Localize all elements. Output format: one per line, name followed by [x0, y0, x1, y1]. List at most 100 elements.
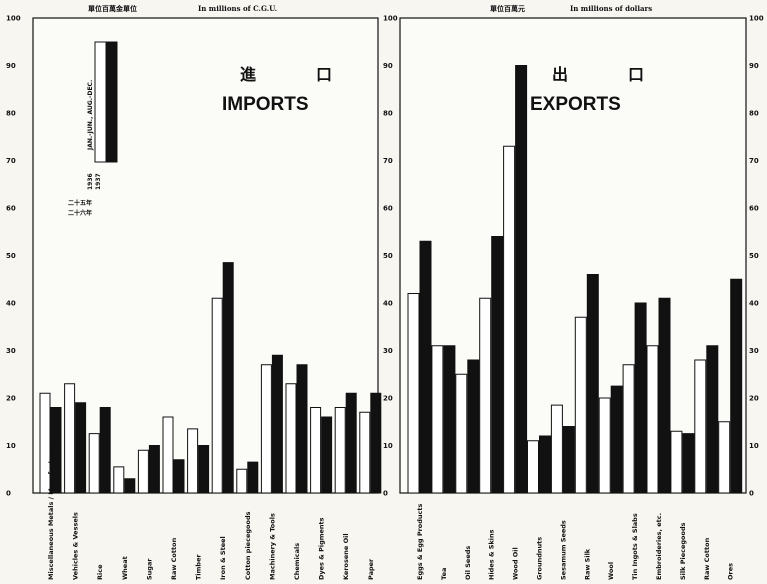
- bar-1937-imports-13: [370, 392, 382, 494]
- exports-category-label: Eggs & Egg Products: [416, 504, 424, 580]
- bar-1936-exports-6: [550, 404, 563, 494]
- exports-y-right-tick-label: 60: [749, 205, 759, 213]
- bar-1936-exports-13: [718, 421, 731, 494]
- imports-category-label: Chemicals: [293, 543, 301, 580]
- imports-category-label: Cotton piecegoods: [244, 511, 252, 580]
- imports-category-label: Vehicles & Vessels: [72, 512, 80, 580]
- exports-category-label: Groundnuts: [536, 537, 544, 580]
- imports-y-tick-label: 20: [6, 395, 16, 403]
- bar-1937-imports-4: [148, 445, 160, 494]
- bar-1936-imports-4: [137, 449, 149, 494]
- exports-y-left-tick-label: 0: [383, 490, 388, 498]
- bar-1937-exports-7: [586, 274, 599, 494]
- bar-1936-exports-12: [694, 359, 707, 494]
- exports-y-right-tick-label: 100: [749, 15, 764, 23]
- bar-1937-exports-12: [706, 345, 719, 494]
- exports-category-label: Hides & Skins: [488, 529, 496, 580]
- exports-y-left-tick-label: 50: [383, 252, 393, 260]
- bar-1937-exports-4: [515, 65, 528, 494]
- bar-1936-imports-7: [211, 297, 223, 494]
- bar-1937-imports-0: [50, 407, 62, 494]
- imports-category-label: Rice: [96, 564, 104, 580]
- imports-category-label: Raw Cotton: [170, 537, 178, 580]
- exports-category-label: Wood Oil: [512, 547, 520, 580]
- bar-1936-exports-1: [431, 345, 444, 494]
- imports-category-label: Kerosene Oil: [342, 533, 350, 580]
- exports-y-right-tick-label: 40: [749, 300, 759, 308]
- exports-y-right-tick-label: 50: [749, 252, 759, 260]
- exports-category-label: Tea: [440, 568, 448, 580]
- exports-unit-note: In millions of dollars: [570, 4, 652, 13]
- exports-y-left-tick-label: 10: [383, 442, 393, 450]
- exports-category-label: Tin Ingots & Slabs: [631, 513, 639, 580]
- imports-unit-note: In millions of C.G.U.: [198, 4, 277, 13]
- exports-category-label: Embroideries, etc.: [655, 513, 663, 580]
- imports-y-tick-label: 40: [6, 300, 16, 308]
- exports-y-right-tick-label: 10: [749, 442, 759, 450]
- exports-panel: 單位百萬元 In millions of dollars 出 口 EXPORTS…: [383, 4, 764, 580]
- imports-y-tick-label: 70: [6, 157, 16, 165]
- bar-1937-exports-9: [634, 302, 647, 494]
- imports-y-tick-label: 80: [6, 110, 16, 118]
- bar-1937-imports-11: [321, 416, 333, 494]
- exports-y-right-tick-label: 80: [749, 110, 759, 118]
- exports-category-label: Raw Silk: [583, 548, 591, 580]
- exports-y-right-tick-label: 20: [749, 395, 759, 403]
- bar-1936-exports-3: [479, 297, 492, 494]
- imports-title-cn: 進 口: [240, 65, 354, 84]
- bar-1936-exports-4: [503, 145, 516, 494]
- bar-1937-exports-0: [419, 240, 432, 494]
- exports-y-left-tick-label: 100: [383, 15, 398, 23]
- bar-1937-imports-1: [75, 402, 87, 494]
- exports-y-left-tick-label: 70: [383, 157, 393, 165]
- bar-1936-imports-12: [334, 407, 346, 494]
- bar-1937-imports-2: [99, 407, 111, 494]
- exports-y-right-tick-label: 70: [749, 157, 759, 165]
- legend-label-1936: 1936: [87, 173, 94, 190]
- exports-category-label: Sesamum Seeds: [559, 520, 567, 580]
- imports-y-tick-label: 0: [6, 490, 11, 498]
- bar-1936-exports-5: [527, 440, 539, 494]
- imports-category-label: Iron & Steel: [219, 536, 227, 580]
- exports-title-cn: 出 口: [552, 65, 666, 84]
- imports-category-label: Sugar: [145, 558, 153, 580]
- exports-y-left-tick-label: 90: [383, 62, 393, 70]
- bar-1936-imports-1: [64, 383, 76, 494]
- exports-y-left-tick-label: 30: [383, 347, 393, 355]
- imports-y-tick-label: 10: [6, 442, 16, 450]
- exports-category-label: Raw Cotton: [703, 537, 711, 580]
- bar-1937-exports-8: [610, 385, 623, 494]
- bar-1937-imports-7: [222, 262, 234, 494]
- bar-1936-exports-0: [407, 293, 420, 494]
- legend-label-1937: 1937: [95, 173, 102, 190]
- bar-1936-exports-11: [670, 430, 683, 494]
- bar-1936-imports-6: [187, 428, 199, 494]
- bar-1937-exports-2: [467, 359, 480, 494]
- bar-1937-exports-6: [562, 426, 575, 494]
- imports-category-label: Wheat: [121, 556, 129, 580]
- exports-y-right-tick-label: 90: [749, 62, 759, 70]
- exports-category-label: Ores: [727, 563, 735, 580]
- bar-1936-imports-9: [260, 364, 272, 494]
- bar-1937-exports-5: [539, 435, 551, 494]
- bar-1937-imports-5: [173, 459, 185, 494]
- imports-category-label: Machinery & Tools: [268, 513, 276, 580]
- bar-1937-imports-3: [124, 478, 136, 494]
- imports-y-tick-label: 30: [6, 347, 16, 355]
- exports-y-left-tick-label: 60: [383, 205, 393, 213]
- bar-1937-imports-8: [247, 461, 259, 494]
- imports-panel: 單位百萬金單位 In millions of C.G.U. 進 口 IMPORT…: [6, 4, 382, 580]
- bar-1936-exports-7: [574, 316, 587, 494]
- imports-unit-note-cn: 單位百萬金單位: [88, 4, 137, 13]
- exports-y-left-tick-label: 80: [383, 110, 393, 118]
- bar-1936-imports-2: [88, 433, 100, 494]
- exports-y-right-tick-label: 0: [749, 490, 754, 498]
- imports-category-label: Paper: [367, 558, 375, 580]
- imports-y-tick-label: 50: [6, 252, 16, 260]
- legend-box-1936: [94, 41, 107, 163]
- legend-period: JAN.-JUN., AUG.-DEC.: [87, 80, 94, 151]
- exports-y-left-tick-label: 40: [383, 300, 393, 308]
- bar-1936-exports-9: [622, 364, 635, 494]
- bar-1937-exports-13: [730, 278, 743, 494]
